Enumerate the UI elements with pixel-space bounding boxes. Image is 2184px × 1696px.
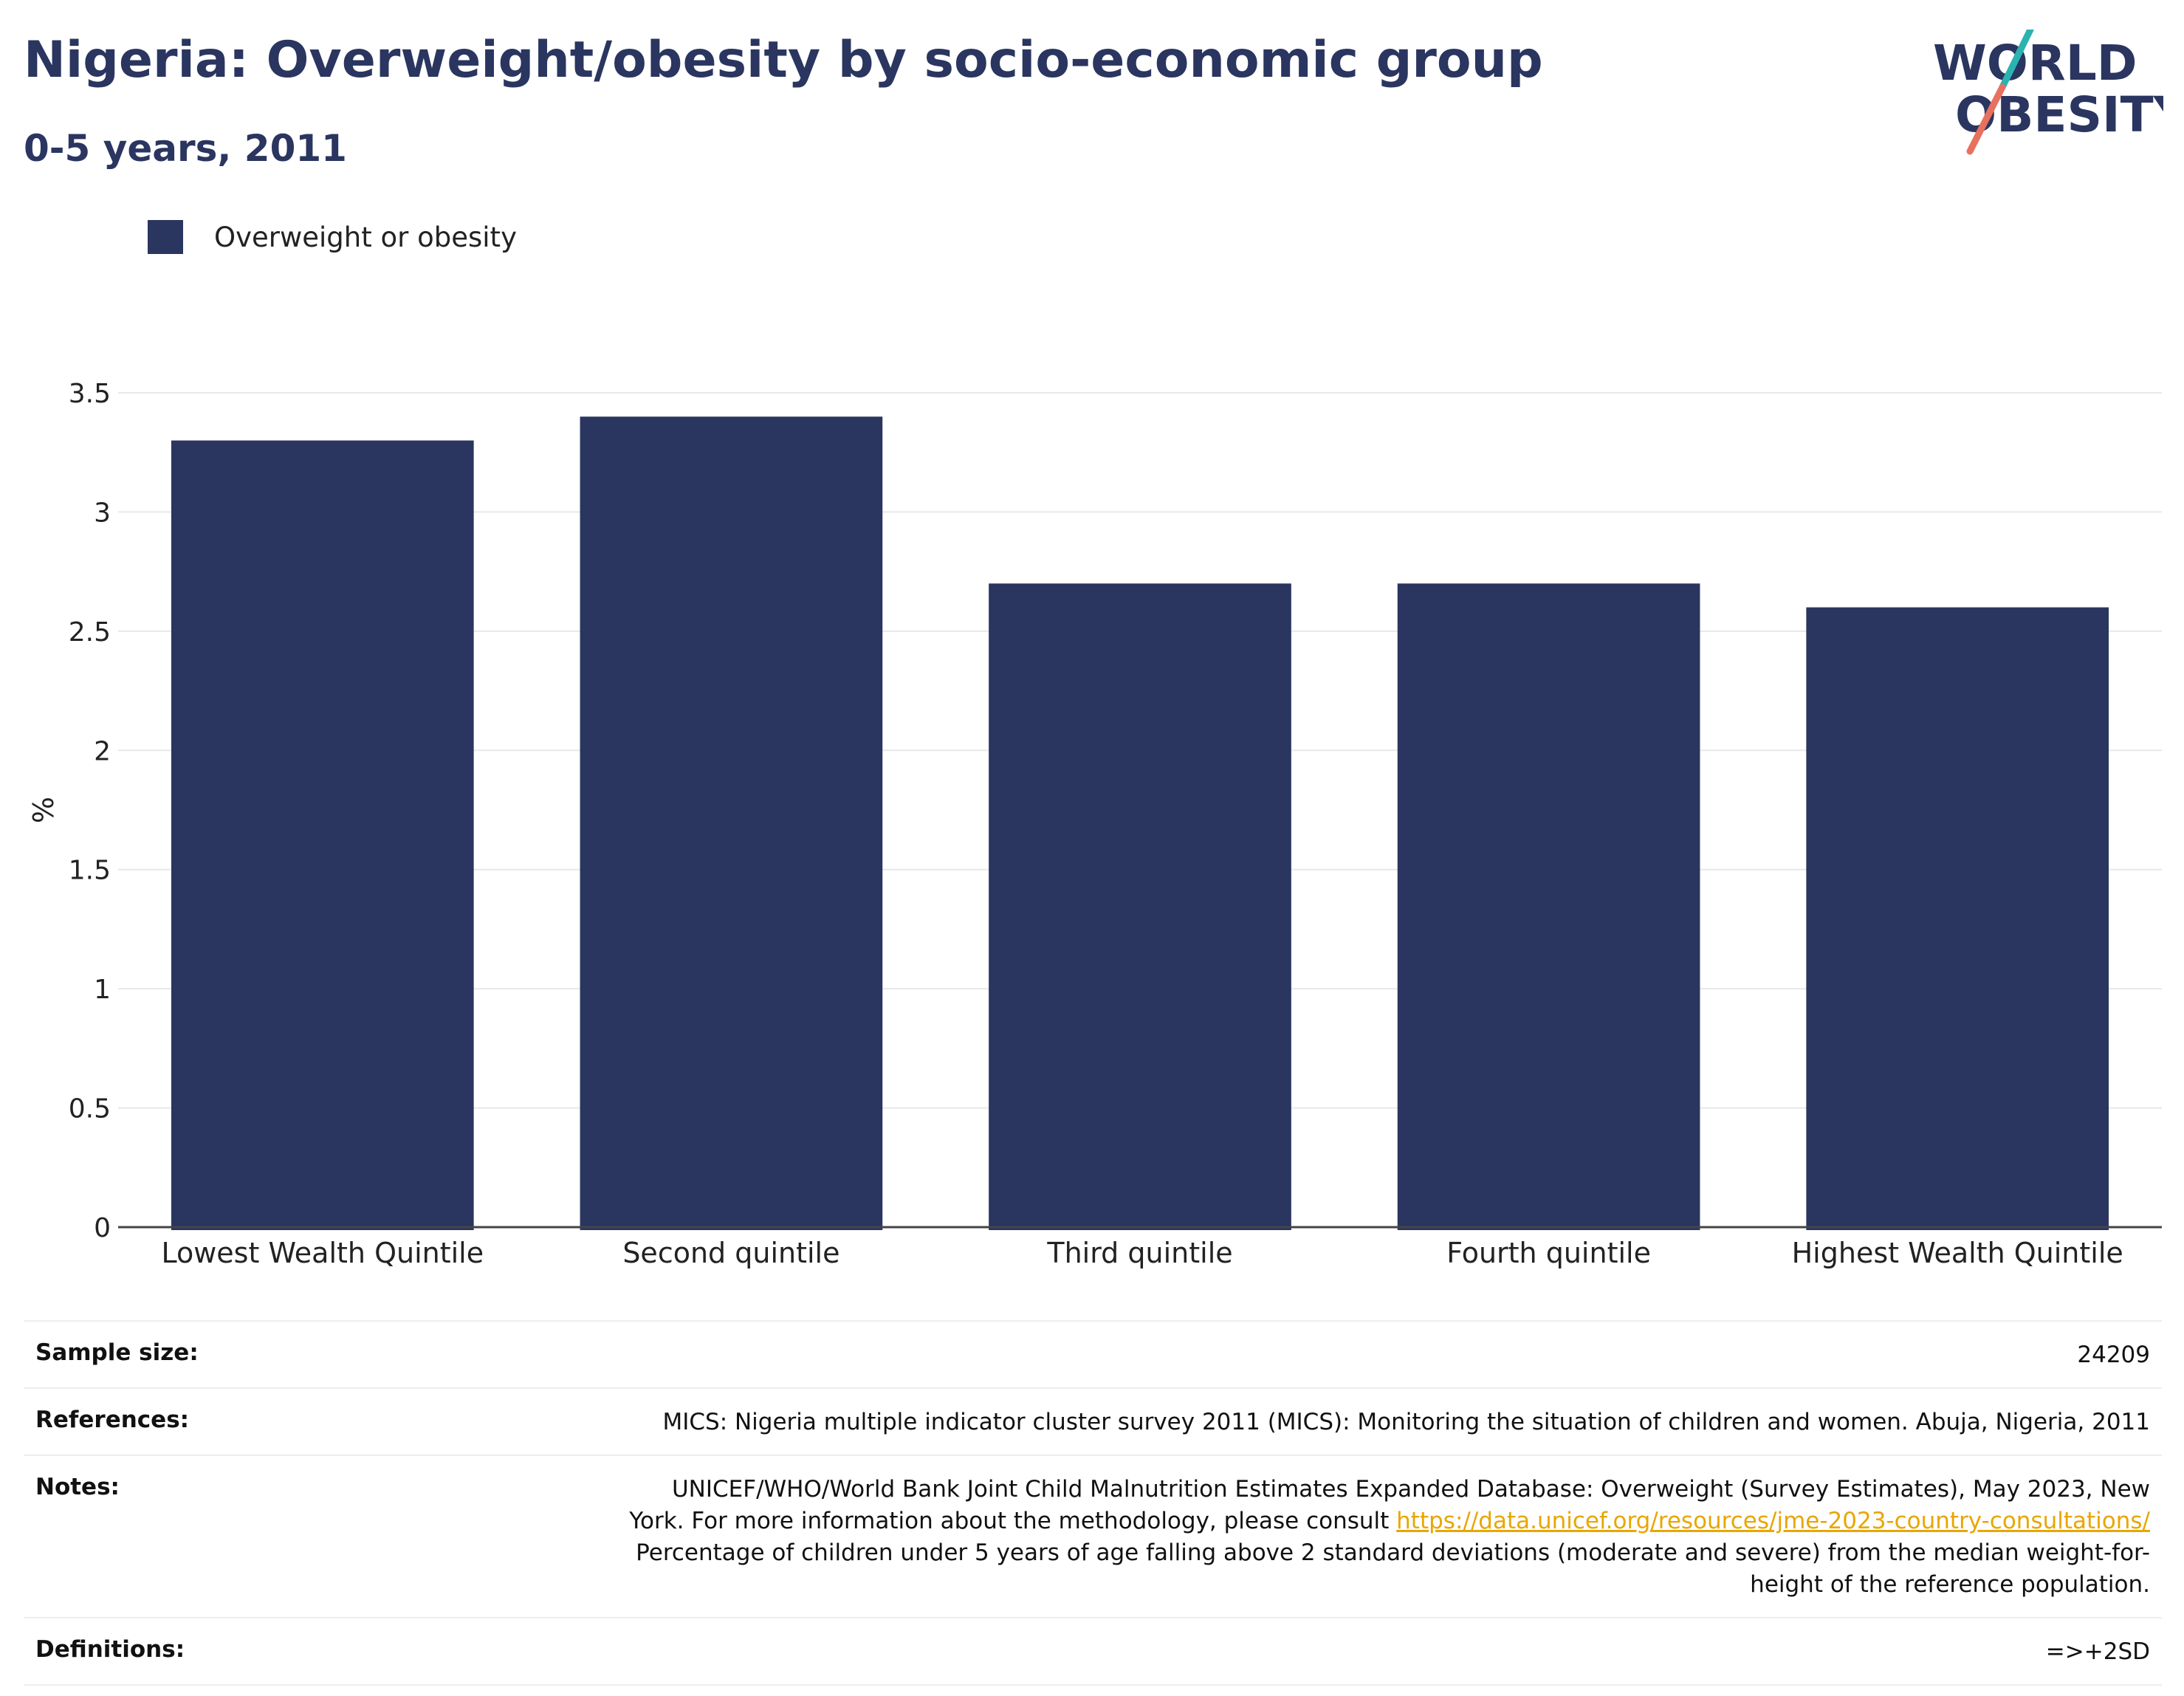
- x-tick-label: Fourth quintile: [1446, 1237, 1651, 1269]
- bar: [1397, 583, 1700, 1230]
- legend-swatch: [148, 220, 183, 254]
- legend-label: Overweight or obesity: [214, 221, 517, 253]
- notes-label: Notes:: [35, 1474, 120, 1500]
- info-table: Sample size: 24209 References: MICS: Nig…: [24, 1320, 2162, 1686]
- chart-subtitle: 0-5 years, 2011: [24, 127, 347, 170]
- world-obesity-logo: WORLD OBESITY: [1933, 30, 2163, 155]
- bar: [989, 583, 1291, 1230]
- x-tick-label: Lowest Wealth Quintile: [161, 1237, 484, 1269]
- bar-chart: 0 0.5 1 1.5 2 2.5 3 3.5% Lowest Wealth Quintile S…: [27, 379, 2162, 1269]
- y-axis-label: %: [27, 797, 60, 823]
- info-row-references: References: MICS: Nigeria multiple indic…: [24, 1387, 2162, 1455]
- chart-title: Nigeria: Overweight/obesity by socio-eco…: [24, 31, 1543, 89]
- definitions-value: =>+2SD: [2045, 1638, 2150, 1665]
- y-tick-label: 1: [94, 975, 111, 1005]
- x-tick-label: Third quintile: [1046, 1237, 1232, 1269]
- y-tick-label: 2.5: [69, 617, 111, 648]
- definitions-label: Definitions:: [35, 1636, 185, 1663]
- notes-line-1: UNICEF/WHO/World Bank Joint Child Malnut…: [671, 1476, 2150, 1503]
- bar: [580, 416, 883, 1231]
- y-tick-label: 3.5: [69, 379, 111, 409]
- notes-line-2-text: York. For more information about the met…: [629, 1508, 1397, 1534]
- sample-size-value: 24209: [2077, 1342, 2150, 1368]
- info-row-definitions: Definitions: =>+2SD: [24, 1617, 2162, 1686]
- references-label: References:: [35, 1407, 190, 1433]
- logo-teal-slash: [1999, 30, 2034, 91]
- info-row-notes: Notes: UNICEF/WHO/World Bank Joint Child…: [24, 1455, 2162, 1617]
- bar: [171, 440, 474, 1230]
- y-tick-label: 2: [94, 736, 111, 766]
- references-value: MICS: Nigeria multiple indicator cluster…: [662, 1409, 2150, 1435]
- notes-line-3: Percentage of children under 5 years of …: [636, 1539, 2150, 1566]
- logo-text-world: WORLD: [1933, 35, 2137, 92]
- notes-value: UNICEF/WHO/World Bank Joint Child Malnut…: [629, 1474, 2150, 1601]
- logo-coral-slash: [1966, 83, 2006, 155]
- x-tick-label: Highest Wealth Quintile: [1792, 1237, 2123, 1269]
- y-tick-label: 1.5: [69, 856, 111, 886]
- y-tick-label: 0: [94, 1213, 111, 1243]
- y-tick-label: 3: [94, 498, 111, 528]
- y-tick-label: 0.5: [69, 1094, 111, 1125]
- methodology-link[interactable]: https://data.unicef.org/resources/jme-20…: [1396, 1508, 2150, 1534]
- notes-line-2: York. For more information about the met…: [629, 1506, 2150, 1537]
- notes-line-4: height of the reference population.: [1750, 1571, 2150, 1598]
- info-row-sample-size: Sample size: 24209: [24, 1320, 2162, 1387]
- x-tick-label: Second quintile: [622, 1237, 839, 1269]
- bar: [1806, 607, 2109, 1230]
- legend[interactable]: Overweight or obesity: [148, 220, 517, 254]
- sample-size-label: Sample size:: [35, 1339, 199, 1366]
